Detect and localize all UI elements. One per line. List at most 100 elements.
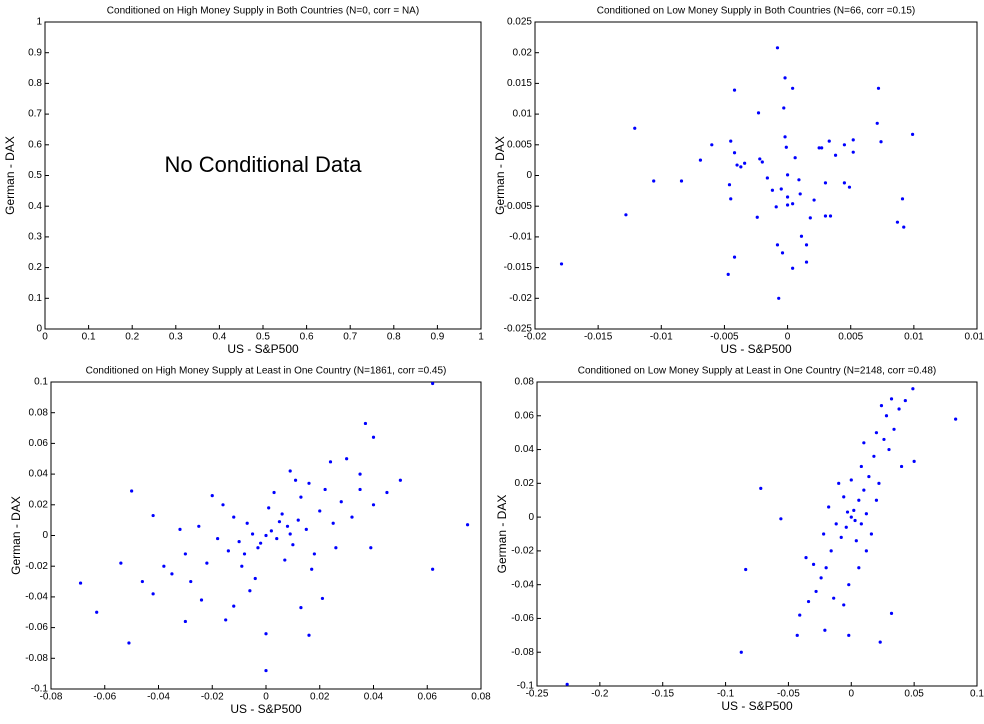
point (264, 668, 268, 673)
y-tick-label: 0.02 (515, 478, 535, 489)
point (859, 522, 863, 526)
y-tick-label: -0.005 (504, 201, 533, 212)
point (797, 178, 801, 182)
point (283, 558, 287, 562)
point (221, 503, 225, 507)
point (371, 435, 376, 439)
subplot: Conditioned on High Money Supply at Leas… (9, 366, 491, 717)
point (726, 272, 730, 276)
point (834, 522, 838, 526)
point (729, 197, 733, 201)
x-axis-label: US - S&P500 (720, 342, 792, 356)
point (95, 610, 99, 614)
point (837, 481, 841, 485)
point (127, 641, 131, 645)
point (842, 495, 846, 499)
chart-title: Conditioned on Low Money Supply at Least… (578, 366, 937, 377)
point (844, 525, 848, 529)
point (839, 535, 843, 539)
x-tick-label: 0.1 (82, 332, 96, 343)
point (812, 198, 816, 202)
y-tick-label: -0.01 (509, 232, 532, 243)
y-tick-label: -0.02 (511, 546, 534, 557)
point (791, 266, 795, 270)
point (296, 518, 300, 522)
point (853, 518, 857, 523)
y-tick-label: 0.3 (28, 232, 42, 243)
point (248, 589, 252, 593)
y-tick-label: -0.04 (25, 592, 48, 603)
point (899, 464, 904, 469)
point (852, 508, 856, 512)
point (875, 121, 879, 125)
point (224, 618, 228, 622)
point (320, 596, 325, 601)
point (119, 561, 123, 565)
point (624, 213, 628, 217)
point (151, 513, 155, 518)
x-tick-label: 0.015 (964, 332, 984, 343)
point (791, 86, 795, 90)
y-tick-label: 0.4 (28, 201, 42, 212)
point (183, 619, 187, 624)
point (877, 481, 881, 485)
point (197, 524, 201, 528)
y-tick-label: 0.1 (34, 377, 48, 388)
point (878, 640, 882, 644)
point (832, 596, 836, 600)
point (363, 421, 368, 426)
point (785, 173, 790, 177)
point (226, 549, 230, 553)
point (910, 132, 915, 136)
x-tick-label: 0.08 (471, 692, 491, 703)
point (897, 407, 901, 411)
point (189, 579, 193, 584)
point (729, 139, 733, 143)
point (874, 431, 879, 435)
point (857, 498, 861, 502)
point (864, 549, 868, 553)
point (842, 181, 847, 185)
point (358, 487, 362, 492)
point (288, 469, 292, 473)
point (698, 158, 703, 162)
point (323, 487, 327, 492)
point (264, 632, 268, 636)
chart-title: Conditioned on High Money Supply in Both… (107, 6, 419, 17)
point (280, 512, 284, 516)
subplot: Conditioned on Low Money Supply in Both … (493, 6, 984, 357)
point (293, 478, 298, 482)
point (779, 517, 783, 521)
point (331, 521, 335, 525)
point (804, 556, 808, 560)
x-tick-label: -0.05 (777, 689, 800, 700)
annotation: No Conditional Data (165, 152, 363, 177)
point (304, 527, 308, 531)
point (371, 503, 376, 507)
y-tick-label: 0.5 (28, 170, 42, 181)
x-tick-label: -0.04 (147, 692, 170, 703)
point (216, 536, 220, 541)
point (902, 225, 906, 229)
y-tick-label: 0.2 (28, 262, 42, 273)
point (874, 498, 879, 502)
point (793, 156, 797, 160)
x-tick-label: 0.2 (125, 332, 139, 343)
point (847, 185, 852, 189)
point (350, 515, 354, 519)
x-tick-label: 0.05 (904, 689, 924, 700)
point (240, 564, 244, 568)
point (782, 106, 786, 110)
x-tick-label: 0.02 (310, 692, 330, 703)
point (820, 146, 824, 150)
x-axis-label: US - S&P500 (230, 702, 302, 716)
y-tick-label: -0.02 (25, 561, 48, 572)
point (732, 151, 737, 155)
point (808, 216, 812, 220)
x-tick-label: 0 (849, 689, 855, 700)
y-tick-label: 0.8 (28, 78, 42, 89)
point (889, 611, 894, 615)
subplot: Conditioned on High Money Supply in Both… (3, 6, 484, 357)
